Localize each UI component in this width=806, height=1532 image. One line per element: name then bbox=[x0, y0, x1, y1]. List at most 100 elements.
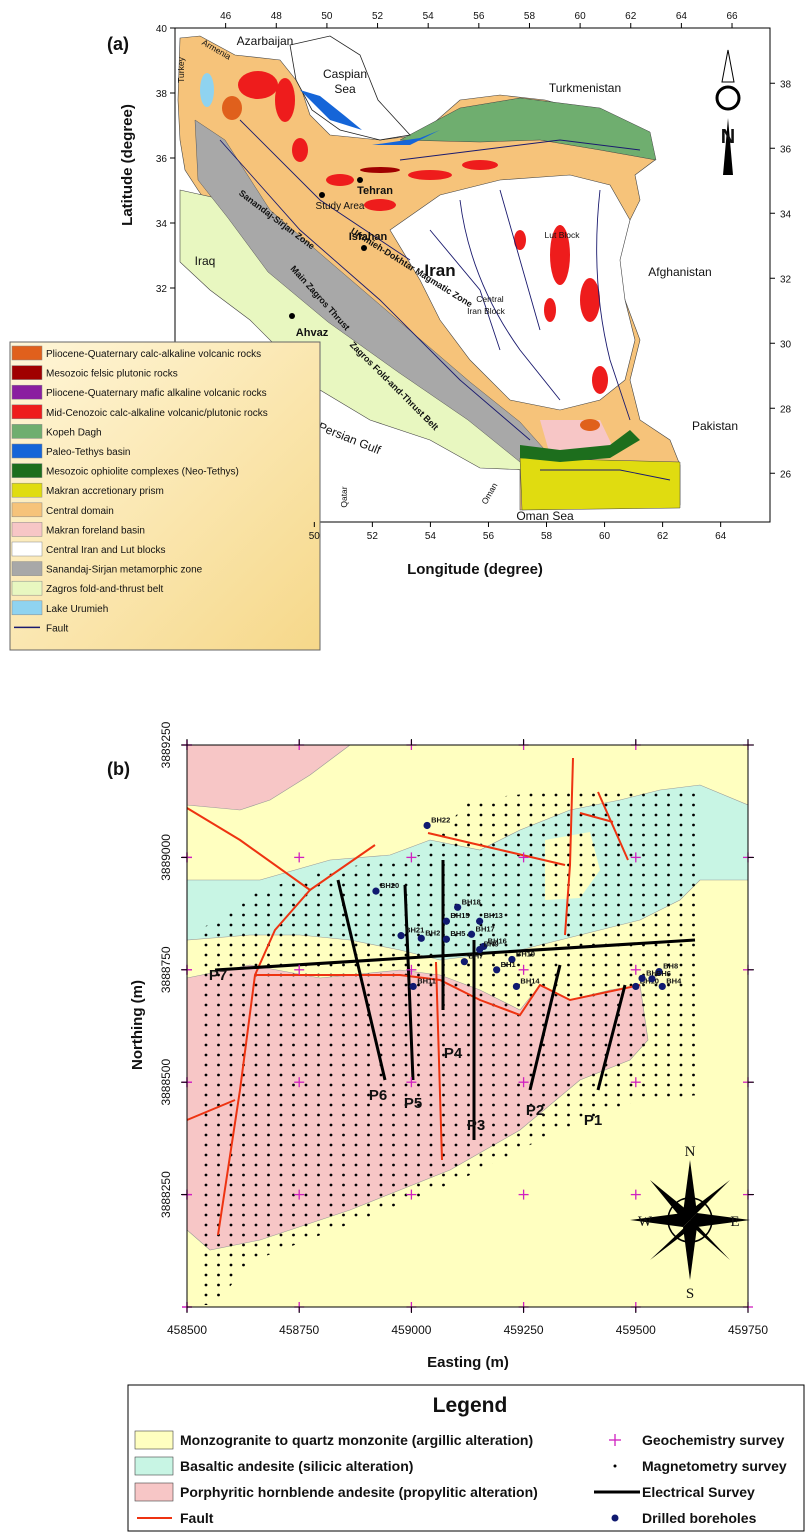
borehole-label: BH9 bbox=[484, 940, 499, 949]
legend-swatch bbox=[12, 366, 42, 380]
borehole bbox=[648, 975, 655, 982]
panel-label: (a) bbox=[107, 34, 129, 54]
borehole bbox=[454, 904, 461, 911]
x-tick-label: 459000 bbox=[391, 1323, 431, 1337]
x-tick-label: 60 bbox=[599, 531, 611, 542]
borehole-label: BH17 bbox=[476, 924, 495, 933]
x-tick-label: 56 bbox=[483, 531, 495, 542]
place: Study Area bbox=[316, 201, 365, 212]
legend-label: Lake Urumieh bbox=[46, 604, 108, 615]
borehole bbox=[659, 983, 666, 990]
borehole-label: BH11 bbox=[417, 976, 436, 985]
place: Oman Sea bbox=[516, 509, 574, 523]
volcanic-patch bbox=[222, 96, 242, 120]
profile-label: P7 bbox=[209, 967, 227, 984]
place: Central bbox=[476, 294, 504, 304]
legend-label: Pliocene-Quaternary calc-alkaline volcan… bbox=[46, 349, 261, 360]
legend-swatch bbox=[135, 1483, 173, 1501]
x-axis-title: Longitude (degree) bbox=[407, 561, 543, 578]
x-tick-label: 62 bbox=[657, 531, 669, 542]
borehole bbox=[410, 983, 417, 990]
y-axis-title: Northing (m) bbox=[129, 980, 146, 1070]
x-tick-label: 62 bbox=[625, 11, 637, 22]
borehole bbox=[372, 888, 379, 895]
legend-swatch bbox=[12, 464, 42, 478]
legend-label: Mesozoic ophiolite complexes (Neo-Tethys… bbox=[46, 467, 239, 478]
place: Caspian bbox=[323, 67, 367, 81]
place: Qatar bbox=[339, 486, 349, 507]
legend-label: Mid-Cenozoic calc-alkaline volcanic/plut… bbox=[46, 408, 268, 419]
legend-swatch bbox=[12, 346, 42, 360]
legend-label: Makran foreland basin bbox=[46, 525, 145, 536]
legend-label: Makran accretionary prism bbox=[46, 486, 164, 497]
place: Sea bbox=[334, 82, 356, 96]
y-tick-label: 32 bbox=[780, 274, 792, 285]
borehole-label: BH4 bbox=[666, 976, 682, 985]
borehole bbox=[632, 983, 639, 990]
place: Tehran bbox=[357, 185, 393, 197]
y-tick-label: 36 bbox=[780, 144, 792, 155]
compass-label: N bbox=[685, 1144, 696, 1160]
borehole bbox=[397, 932, 404, 939]
x-tick-label: 458500 bbox=[167, 1323, 207, 1337]
place: Lut Block bbox=[545, 230, 581, 240]
legend-symbol bbox=[612, 1515, 619, 1522]
legend-label: Mesozoic felsic plutonic rocks bbox=[46, 369, 178, 380]
borehole-label: BH14 bbox=[520, 976, 540, 985]
legend-label: Porphyritic hornblende andesite (propyli… bbox=[180, 1484, 538, 1500]
legend-swatch bbox=[12, 581, 42, 595]
y-tick-label: 30 bbox=[780, 339, 792, 350]
legend-label: Monzogranite to quartz monzonite (argill… bbox=[180, 1432, 533, 1448]
y-tick-label: 3888750 bbox=[159, 946, 173, 993]
place: Iran Block bbox=[467, 306, 506, 316]
legend-label: Sanandaj-Sirjan metamorphic zone bbox=[46, 565, 203, 576]
x-tick-label: 58 bbox=[541, 531, 553, 542]
profile-label: P1 bbox=[584, 1112, 602, 1129]
legend-swatch bbox=[12, 503, 42, 517]
legend-label: Basaltic andesite (silicic alteration) bbox=[180, 1458, 413, 1474]
place: Ahvaz bbox=[296, 327, 329, 339]
borehole-label: BH21 bbox=[405, 926, 424, 935]
borehole bbox=[638, 975, 645, 982]
legend-label: Electrical Survey bbox=[642, 1484, 755, 1500]
legend-label: Fault bbox=[180, 1510, 214, 1526]
borehole bbox=[493, 966, 500, 973]
borehole bbox=[443, 918, 450, 925]
borehole-label: BH5 bbox=[450, 929, 465, 938]
x-tick-label: 54 bbox=[423, 11, 435, 22]
x-tick-label: 56 bbox=[473, 11, 485, 22]
borehole bbox=[443, 936, 450, 943]
legend-label: Drilled boreholes bbox=[642, 1510, 757, 1526]
borehole-label: BH13 bbox=[484, 911, 503, 920]
legend-label: Zagros fold-and-thrust belt bbox=[46, 584, 164, 595]
x-tick-label: 459500 bbox=[616, 1323, 656, 1337]
legend-label: Paleo-Tethys basin bbox=[46, 447, 131, 458]
legend-swatch bbox=[12, 405, 42, 419]
borehole-label: BH7 bbox=[468, 952, 483, 961]
y-tick-label: 40 bbox=[156, 24, 168, 35]
borehole bbox=[461, 958, 468, 965]
legend-swatch bbox=[12, 601, 42, 615]
x-tick-label: 66 bbox=[726, 11, 738, 22]
y-tick-label: 34 bbox=[156, 219, 168, 230]
borehole-label: BH18 bbox=[462, 897, 481, 906]
profile-label: P3 bbox=[467, 1117, 485, 1134]
borehole-label: BH15 bbox=[450, 911, 469, 920]
legend-label: Pliocene-Quaternary mafic alkaline volca… bbox=[46, 388, 267, 399]
x-tick-label: 46 bbox=[220, 11, 232, 22]
legend-swatch bbox=[12, 542, 42, 556]
place: Turkmenistan bbox=[549, 81, 621, 95]
legend-title: Legend bbox=[433, 1394, 508, 1417]
profile-label: P2 bbox=[526, 1102, 544, 1119]
x-tick-label: 458750 bbox=[279, 1323, 319, 1337]
legend-swatch bbox=[12, 444, 42, 458]
legend-label: Geochemistry survey bbox=[642, 1432, 785, 1448]
place: Afghanistan bbox=[648, 265, 711, 279]
borehole bbox=[468, 931, 475, 938]
legend-label: Central Iran and Lut blocks bbox=[46, 545, 166, 556]
profile-label: P4 bbox=[444, 1045, 463, 1062]
plutonic-patch bbox=[360, 167, 400, 173]
panel-a: Azarbaijan Armenia Turkey Caspian Sea Tu… bbox=[10, 11, 792, 650]
borehole bbox=[513, 983, 520, 990]
x-tick-label: 64 bbox=[676, 11, 688, 22]
